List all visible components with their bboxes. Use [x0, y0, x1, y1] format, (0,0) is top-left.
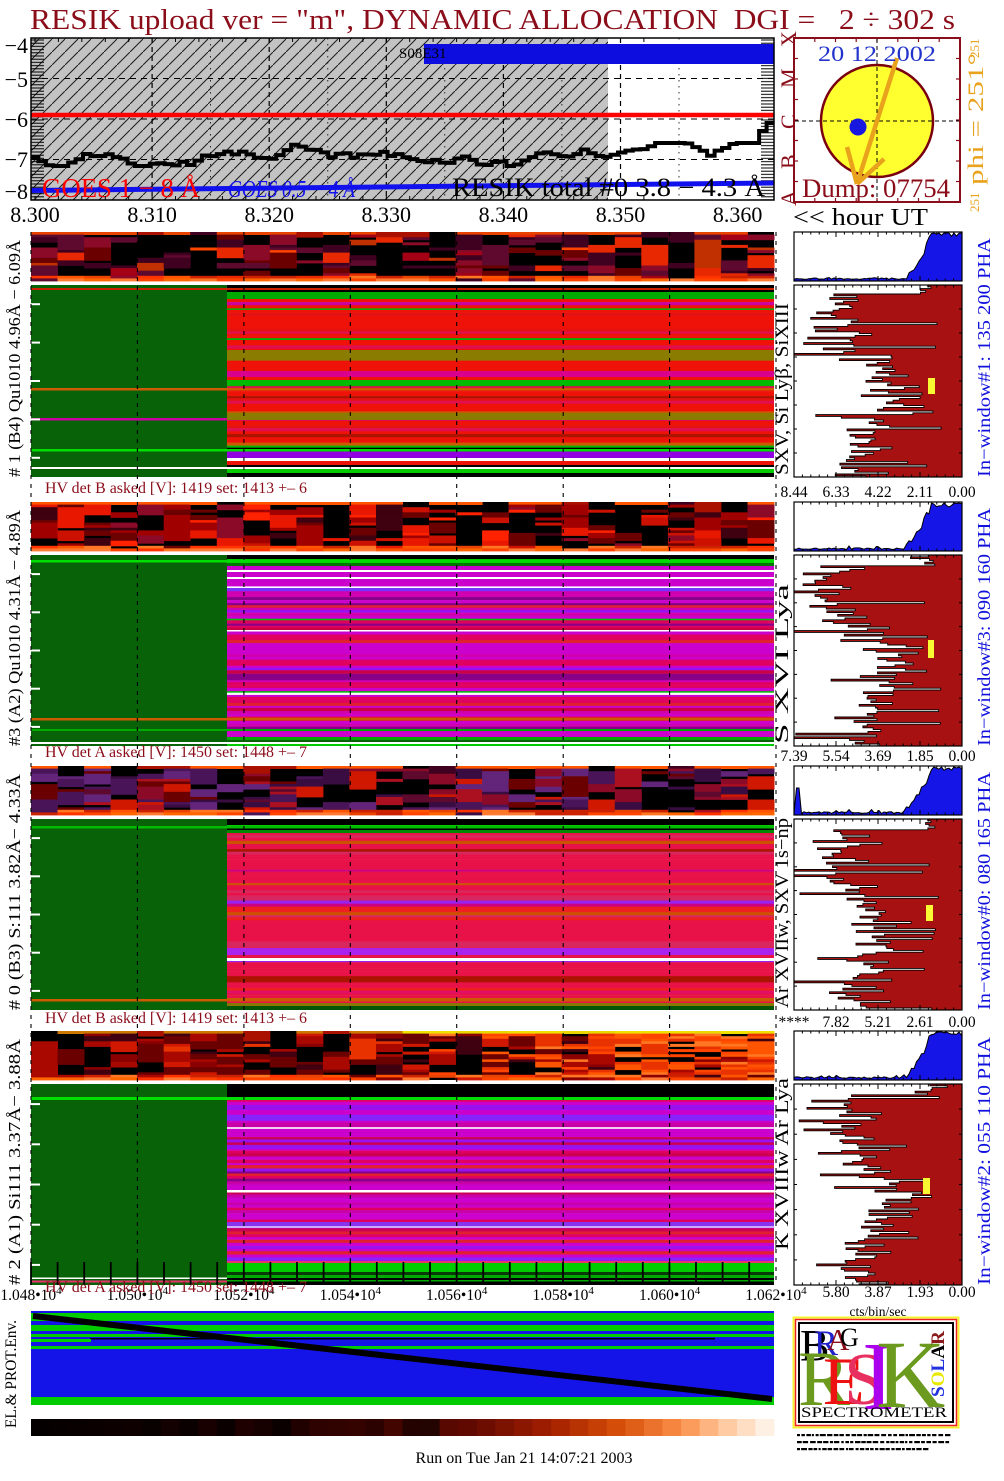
svg-text:−7: −7 — [5, 147, 28, 172]
svg-text:251: 251 — [967, 193, 982, 213]
svg-text:RESIK upload ver = "m", DYNAMI: RESIK upload ver = "m", DYNAMIC ALLOCATI… — [30, 4, 955, 36]
svg-text:cts/bin/sec: cts/bin/sec — [850, 1304, 907, 1319]
svg-text:1.056•104: 1.056•104 — [426, 1285, 488, 1304]
svg-text:K: K — [876, 1321, 945, 1428]
svg-text:0.00: 0.00 — [948, 484, 975, 501]
svg-text:5.21: 5.21 — [864, 1014, 891, 1031]
svg-text:K XVIIIw Ar Lya: K XVIIIw Ar Lya — [772, 1077, 793, 1250]
svg-text:8.300: 8.300 — [10, 202, 60, 227]
svg-text:−5: −5 — [5, 67, 28, 92]
svg-text:S XVI Lya: S XVI Lya — [772, 583, 793, 744]
svg-text:1.050•104: 1.050•104 — [107, 1285, 169, 1304]
svg-text:SOLAR: SOLAR — [928, 1331, 949, 1397]
svg-text:8.310: 8.310 — [127, 202, 177, 227]
svg-text:0.00: 0.00 — [948, 1014, 975, 1031]
svg-text:A: A — [827, 1322, 850, 1357]
svg-text:−4: −4 — [5, 33, 28, 58]
svg-text:−8: −8 — [5, 179, 28, 204]
svg-text:EL.& PROT.Env.: EL.& PROT.Env. — [3, 1320, 20, 1428]
svg-text:Run on Tue Jan 21 14:07:21 200: Run on Tue Jan 21 14:07:21 2003 — [416, 1450, 633, 1467]
svg-text:#3 (A2) Qu1010 4.31Å − 4.89Å: #3 (A2) Qu1010 4.31Å − 4.89Å — [5, 509, 24, 746]
svg-text:1.048•104: 1.048•104 — [0, 1285, 62, 1304]
svg-text:<< hour UT: << hour UT — [793, 205, 928, 231]
svg-text:GOES 1 − 8 Å: GOES 1 − 8 Å — [42, 173, 200, 203]
svg-text:0.00: 0.00 — [948, 748, 975, 765]
svg-text:251: 251 — [967, 39, 982, 59]
svg-text:GOES 0.5 − 4 Å: GOES 0.5 − 4 Å — [228, 177, 355, 203]
svg-text:# 1 (B4) Qu1010 4.96Å − 6.09Å: # 1 (B4) Qu1010 4.96Å − 6.09Å — [5, 239, 24, 477]
svg-text:1.93: 1.93 — [906, 1284, 933, 1301]
svg-text:G: G — [840, 1323, 859, 1352]
svg-text:phi = 251°: phi = 251° — [963, 53, 988, 185]
svg-text:2.61: 2.61 — [906, 1014, 933, 1031]
svg-text:In−window#3: 090 160 PHA: In−window#3: 090 160 PHA — [974, 508, 994, 746]
svg-text:20 12 2002: 20 12 2002 — [818, 41, 936, 66]
svg-text:8.340: 8.340 — [479, 202, 529, 227]
svg-text:7.39: 7.39 — [780, 748, 807, 765]
svg-text:****: **** — [779, 1014, 810, 1031]
svg-text:In−window#1: 135 200 PHA: In−window#1: 135 200 PHA — [974, 238, 994, 477]
svg-text:1.052•104: 1.052•104 — [213, 1285, 275, 1304]
svg-text:8.320: 8.320 — [244, 202, 294, 227]
svg-text:HV det B asked [V]: 1419 set:: HV det B asked [V]: 1419 set: 1413 +– 6 — [45, 1010, 307, 1027]
svg-text:R: R — [814, 1323, 838, 1363]
svg-text:RESIK total #0 3.8 − 4.3 Å: RESIK total #0 3.8 − 4.3 Å — [452, 173, 765, 202]
svg-text:B: B — [800, 1321, 829, 1370]
svg-text:5.54: 5.54 — [822, 748, 849, 765]
svg-text:# 0 (B3) S:111 3.82Å− 4.33Å: # 0 (B3) S:111 3.82Å− 4.33Å — [5, 773, 24, 1010]
svg-text:0.00: 0.00 — [948, 1284, 975, 1301]
svg-text:In−window#2: 055 110 PHA: In−window#2: 055 110 PHA — [974, 1037, 994, 1285]
svg-text:HV det A asked [V]: 1450 set:: HV det A asked [V]: 1450 set: 1448 +– 7 — [45, 1279, 307, 1296]
svg-text:1.054•104: 1.054•104 — [320, 1285, 382, 1304]
svg-text:Ar XVIIw, SXV 1s−np: Ar XVIIw, SXV 1s−np — [772, 818, 793, 1008]
svg-text:HV det A asked [V]: 1450 set:: HV det A asked [V]: 1450 set: 1448 +– 7 — [45, 744, 307, 761]
svg-text:R: R — [798, 1335, 850, 1422]
svg-text:S08E31: S08E31 — [399, 46, 447, 62]
svg-text:S: S — [844, 1339, 885, 1421]
svg-text:1.85: 1.85 — [906, 748, 933, 765]
svg-text:7.82: 7.82 — [822, 1014, 849, 1031]
svg-text:1.058•104: 1.058•104 — [533, 1285, 595, 1304]
svg-text:3.69: 3.69 — [864, 748, 891, 765]
svg-text:−6: −6 — [5, 107, 28, 132]
svg-text:5.80: 5.80 — [822, 1284, 849, 1301]
svg-text:1.060•104: 1.060•104 — [639, 1285, 701, 1304]
svg-text:1.062•104: 1.062•104 — [745, 1285, 807, 1304]
svg-text:2.11: 2.11 — [907, 484, 934, 501]
svg-text:HV det B asked [V]: 1419 set:: HV det B asked [V]: 1419 set: 1413 +– 6 — [45, 480, 307, 497]
svg-text:In−window#0: 080 165 PHA: In−window#0: 080 165 PHA — [974, 772, 994, 1010]
svg-text:6.33: 6.33 — [822, 484, 849, 501]
svg-text:8.44: 8.44 — [780, 484, 807, 501]
svg-text:SPECTROMETER: SPECTROMETER — [801, 1405, 947, 1421]
svg-text:3.87: 3.87 — [864, 1284, 891, 1301]
svg-text:8.360: 8.360 — [713, 202, 763, 227]
svg-text:8.330: 8.330 — [362, 202, 412, 227]
svg-text:Dump: 07754: Dump: 07754 — [802, 174, 950, 203]
svg-text:4.22: 4.22 — [864, 484, 891, 501]
svg-text:I: I — [862, 1323, 895, 1431]
svg-text:E: E — [823, 1343, 865, 1419]
svg-text:# 2 (A1) Si111 3.37Å− 3.88Å: # 2 (A1) Si111 3.37Å− 3.88Å — [5, 1038, 24, 1285]
svg-text:8.350: 8.350 — [596, 202, 646, 227]
svg-text:SXV, Si Lyβ, SiXIII: SXV, Si Lyβ, SiXIII — [772, 303, 793, 475]
